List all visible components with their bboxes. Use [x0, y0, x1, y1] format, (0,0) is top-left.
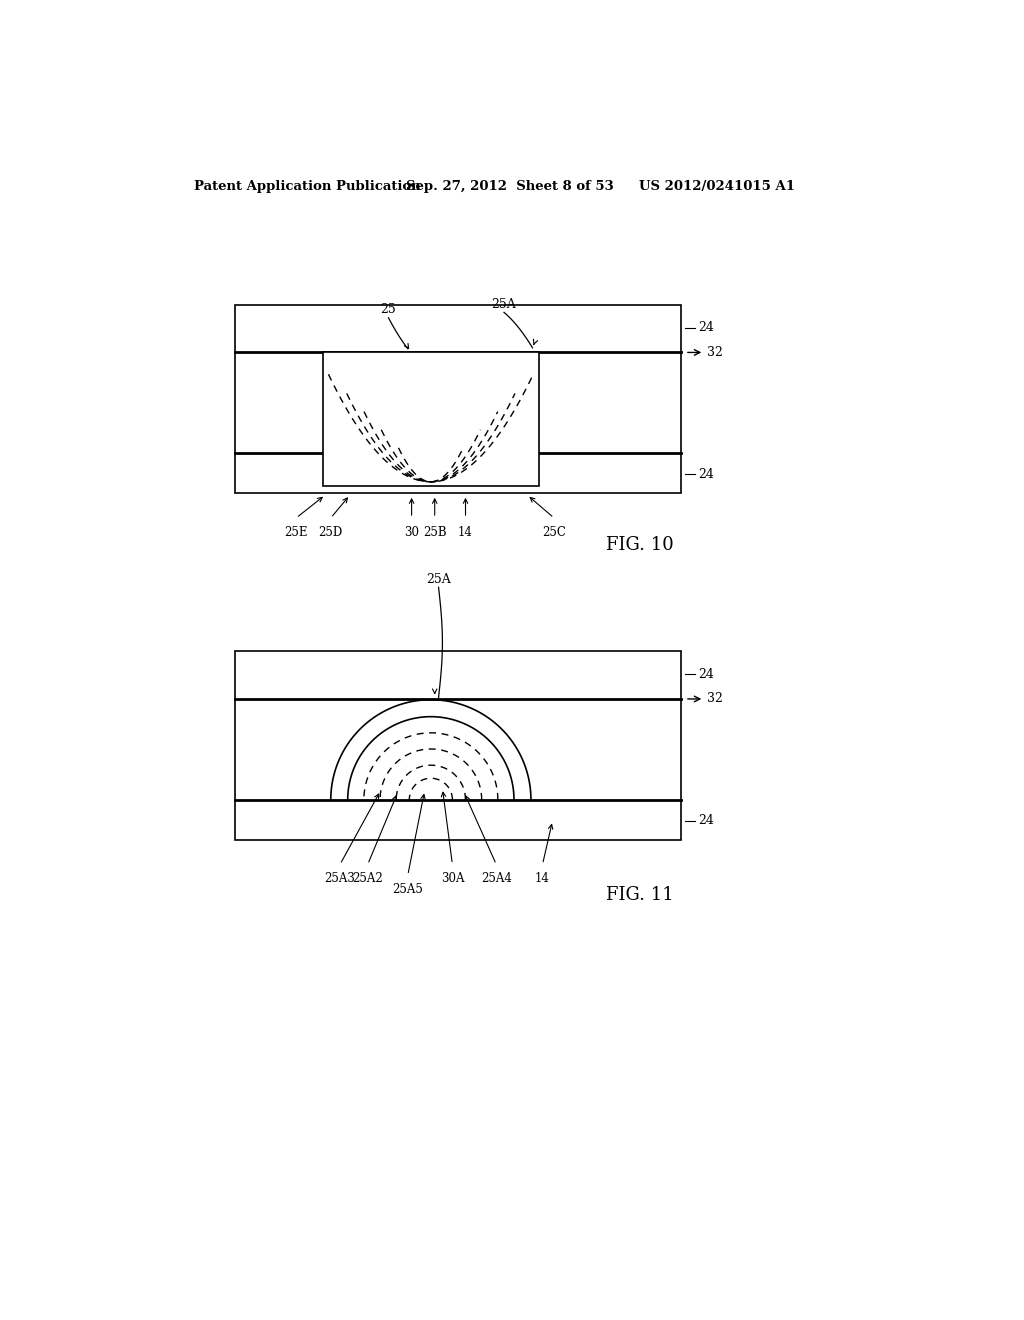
Text: 25A2: 25A2: [352, 873, 383, 886]
Text: 25A3: 25A3: [325, 873, 355, 886]
Text: Sep. 27, 2012  Sheet 8 of 53: Sep. 27, 2012 Sheet 8 of 53: [407, 181, 614, 194]
Bar: [234, 651, 681, 840]
Text: FIG. 11: FIG. 11: [605, 886, 674, 904]
Text: FIG. 10: FIG. 10: [605, 536, 674, 553]
Text: 25A: 25A: [492, 298, 516, 312]
Bar: [234, 305, 681, 494]
Text: 25B: 25B: [423, 525, 446, 539]
Text: 24: 24: [698, 467, 714, 480]
Text: 25A4: 25A4: [481, 873, 512, 886]
Text: 30: 30: [404, 525, 419, 539]
Bar: [323, 352, 539, 486]
Text: Patent Application Publication: Patent Application Publication: [194, 181, 421, 194]
Text: 24: 24: [698, 814, 714, 828]
Text: US 2012/0241015 A1: US 2012/0241015 A1: [639, 181, 795, 194]
Text: 25A: 25A: [426, 573, 451, 586]
Text: 25A5: 25A5: [392, 883, 423, 896]
Text: 14: 14: [536, 873, 550, 886]
Text: 30A: 30A: [440, 873, 464, 886]
Text: 25C: 25C: [542, 525, 566, 539]
Text: 32: 32: [707, 693, 722, 705]
Text: 25E: 25E: [285, 525, 308, 539]
Text: 25: 25: [381, 304, 396, 317]
Text: 24: 24: [698, 321, 714, 334]
Text: 14: 14: [458, 525, 473, 539]
Text: 25D: 25D: [318, 525, 343, 539]
Text: 24: 24: [698, 668, 714, 681]
Text: 32: 32: [707, 346, 722, 359]
